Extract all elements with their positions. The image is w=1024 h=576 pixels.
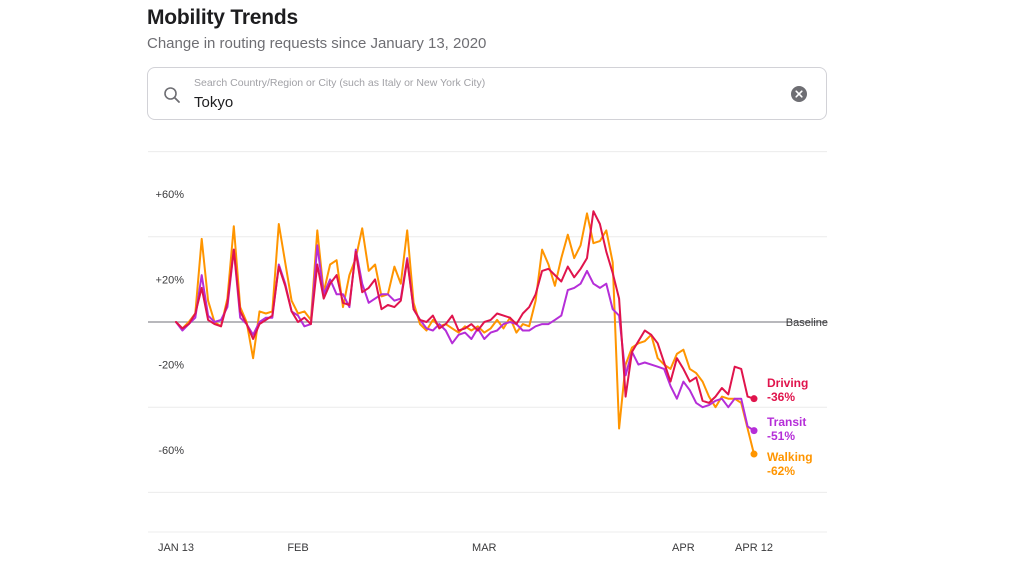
x-tick-label: MAR (472, 542, 497, 554)
chart-series (175, 210, 755, 456)
search-box[interactable]: Search Country/Region or City (such as I… (147, 67, 827, 120)
chart-end-dots (750, 395, 758, 458)
search-input[interactable] (194, 94, 754, 111)
x-tick-label: APR (672, 542, 695, 554)
legend-name-driving: Driving (767, 376, 808, 390)
x-tick-label: FEB (287, 542, 308, 554)
end-dot-driving (750, 395, 758, 403)
x-tick-label: APR 12 (735, 542, 773, 554)
baseline-label: Baseline (786, 317, 828, 329)
search-hint: Search Country/Region or City (such as I… (194, 77, 486, 89)
end-dot-transit (750, 427, 758, 435)
search-icon (164, 87, 180, 103)
end-dot-walking (750, 450, 758, 458)
y-tick-label: +20% (156, 274, 185, 286)
legend-value-transit: -51% (767, 429, 795, 443)
series-line-transit (175, 244, 755, 432)
series-line-driving (175, 210, 755, 404)
legend-name-walking: Walking (767, 450, 813, 464)
chart-labels: +60% +20% -20% -60% Baseline JAN 13 FEB MAR APR A… (156, 189, 828, 554)
close-icon (795, 90, 803, 98)
page-title: Mobility Trends (147, 6, 299, 29)
legend-value-walking: -62% (767, 464, 795, 478)
page-subtitle: Change in routing requests since January… (147, 35, 487, 52)
y-tick-label: -20% (158, 360, 184, 372)
legend-name-transit: Transit (767, 415, 806, 429)
x-tick-label: JAN 13 (158, 542, 194, 554)
clear-search-button[interactable] (791, 86, 807, 102)
legend-value-driving: -36% (767, 390, 795, 404)
y-tick-label: -60% (158, 445, 184, 457)
y-tick-label: +60% (156, 189, 185, 201)
